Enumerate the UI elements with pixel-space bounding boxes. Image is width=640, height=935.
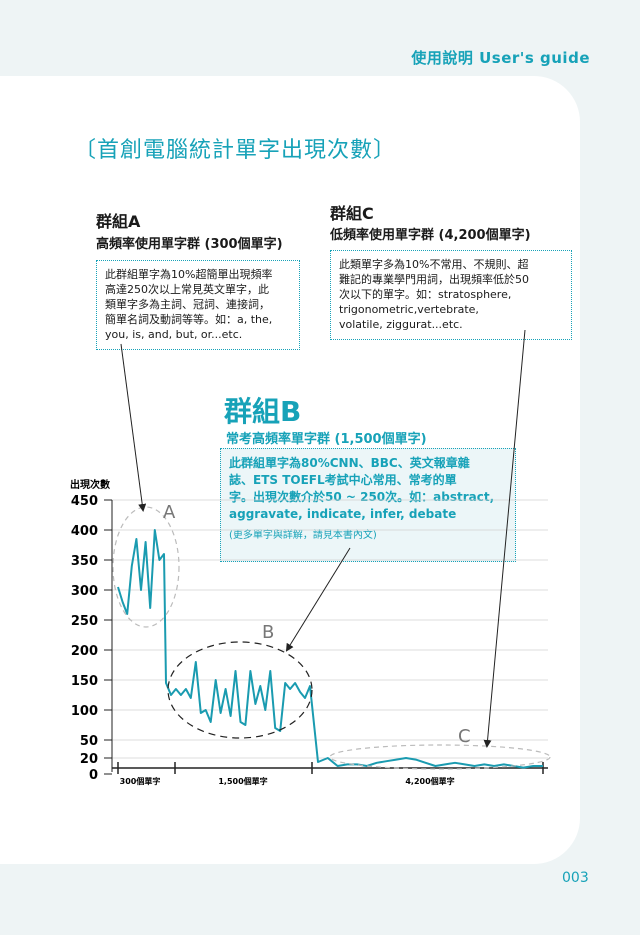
- region-c-label: C: [458, 726, 471, 747]
- segment-label: 1,500個單字: [218, 776, 267, 786]
- group-b-desc-line: 誌、ETS TOEFL考試中心常用、常考的單: [229, 473, 457, 487]
- group-c-desc-line: trigonometric,vertebrate,: [339, 303, 479, 316]
- y-tick-label: 20: [80, 752, 98, 767]
- group-b-subtitle: 常考高頻率單字群 (1,500個單字): [226, 432, 427, 447]
- group-a-description: 此群組單字為10%超簡單出現頻率 高達250次以上常見英文單字，此 類單字多為主…: [96, 260, 300, 350]
- y-tick-label: 200: [71, 644, 98, 659]
- group-c-desc-line: 此類單字多為10%不常用、不規則、超: [339, 258, 529, 271]
- group-b-title: 群組B: [224, 395, 302, 428]
- group-a-subtitle: 高頻率使用單字群 (300個單字): [96, 237, 283, 252]
- group-c-description: 此類單字多為10%不常用、不規則、超 難記的專業學門用詞，出現頻率低於50 次以…: [330, 250, 572, 340]
- y-tick-label: 150: [71, 674, 98, 689]
- group-a-desc-line: 類單字多為主詞、冠詞、連接詞，: [105, 298, 270, 311]
- y-axis-label: 出現次數: [70, 478, 110, 491]
- group-c-desc-line: 次以下的單字。如：stratosphere,: [339, 288, 512, 301]
- group-c-title: 群組C: [330, 204, 374, 223]
- y-tick-label: 0: [89, 768, 98, 783]
- group-b-desc-line: 此群組單字為80%CNN、BBC、英文報章雜: [229, 456, 470, 470]
- y-tick-label: 250: [71, 614, 98, 629]
- group-c-desc-line: 難記的專業學門用詞，出現頻率低於50: [339, 273, 529, 286]
- group-b-desc-line: 字。出現次數介於50 ~ 250次。如：abstract,: [229, 490, 495, 504]
- region-a-ellipse: [112, 506, 180, 628]
- arrow-b: [285, 547, 351, 652]
- segment-label: 300個單字: [120, 776, 161, 786]
- y-tick-label: 100: [71, 704, 98, 719]
- section-header: 使用說明 User's guide: [411, 49, 590, 67]
- region-c-ellipse: [329, 744, 551, 770]
- region-b-label: B: [262, 622, 274, 643]
- y-tick-label: 400: [71, 524, 98, 539]
- group-a-desc-line: you, is, and, but, or...etc.: [105, 328, 243, 341]
- region-a-label: A: [163, 502, 176, 523]
- arrow-c: [483, 329, 526, 748]
- y-tick-label: 300: [71, 584, 98, 599]
- group-a-title: 群組A: [96, 212, 141, 231]
- group-b-note: (更多單字與詳解，請見本書內文): [229, 530, 377, 541]
- group-a-desc-line: 高達250次以上常見英文單字，此: [105, 283, 269, 296]
- group-a-desc-line: 此群組單字為10%超簡單出現頻率: [105, 268, 273, 281]
- segment-label: 4,200個單字: [405, 776, 454, 786]
- y-tick-label: 450: [71, 494, 98, 509]
- page-title: 〔首創電腦統計單字出現次數〕: [74, 138, 397, 163]
- group-a-desc-line: 簡單名詞及動詞等等。如：a, the,: [105, 313, 273, 326]
- y-tick-label: 50: [80, 734, 98, 749]
- page-number: 003: [562, 870, 589, 886]
- group-b-desc-line: aggravate, indicate, infer, debate: [229, 507, 457, 521]
- y-tick-label: 350: [71, 554, 98, 569]
- arrow-a: [120, 343, 147, 512]
- frequency-line: [117, 529, 543, 769]
- group-b-description: 此群組單字為80%CNN、BBC、英文報章雜 誌、ETS TOEFL考試中心常用…: [220, 448, 516, 562]
- group-c-desc-line: volatile, ziggurat...etc.: [339, 318, 463, 331]
- region-b-ellipse: [167, 641, 313, 739]
- group-c-subtitle: 低頻率使用單字群 (4,200個單字): [330, 228, 531, 243]
